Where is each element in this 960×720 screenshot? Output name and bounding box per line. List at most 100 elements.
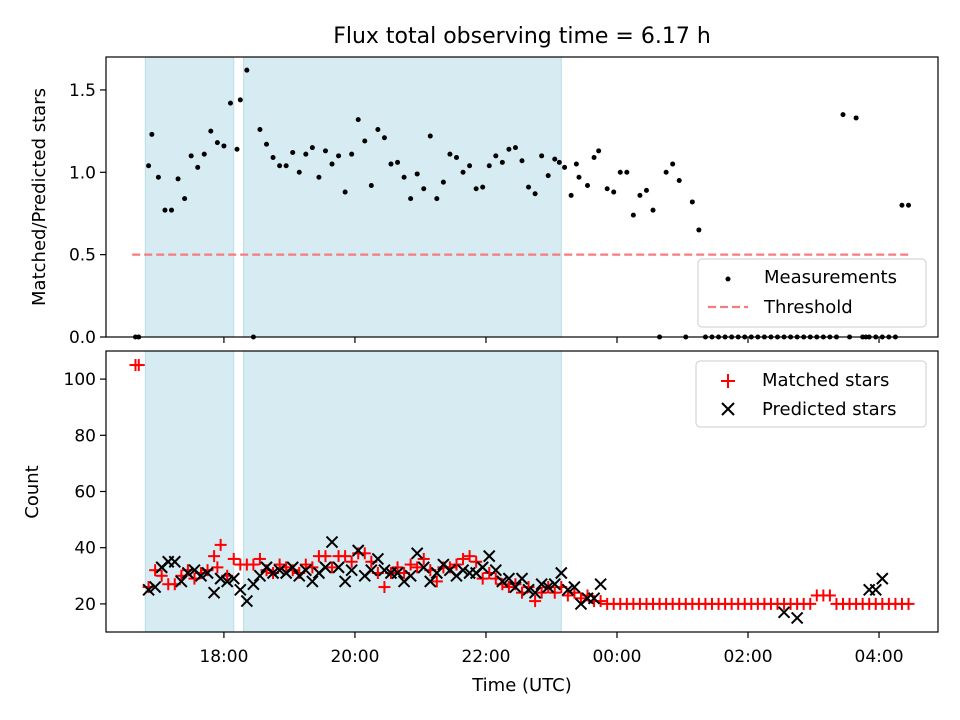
predicted-star-point: [548, 578, 561, 591]
predicted-star-point: [345, 563, 358, 577]
measurement-point: [188, 153, 194, 159]
y-tick-label: 40: [74, 539, 96, 559]
measurement-point: [342, 189, 348, 195]
bottom-panel-y-ticks: 20 40 60 80 100: [64, 370, 106, 615]
measurement-point: [556, 159, 562, 165]
predicted-star-point: [175, 575, 188, 588]
bottom-legend: Matched stars Predicted stars: [695, 360, 927, 428]
predicted-star-point: [286, 561, 299, 574]
measurement-point: [486, 163, 492, 169]
measurement-point: [303, 151, 309, 157]
measurement-point: [591, 154, 597, 160]
matched-star-point: [208, 550, 221, 563]
measurement-point: [568, 192, 574, 198]
measurement-point: [447, 151, 453, 157]
predicted-star-point: [410, 547, 424, 560]
predicted-star-point: [561, 583, 575, 597]
predicted-star-point: [247, 578, 260, 591]
top-panel-ratio: 0.0 0.5 1.0 1.5 Matched/Predicted stars Mea…: [29, 56, 939, 348]
measurement-point: [362, 138, 368, 144]
y-tick-label: 1.0: [69, 163, 96, 183]
matched-star-point: [463, 550, 476, 563]
predicted-star-point: [319, 561, 332, 574]
x-tick-label: 22:00: [461, 647, 510, 667]
predicted-star-point: [528, 586, 542, 599]
measurement-point: [408, 196, 414, 202]
measurement-point: [460, 169, 466, 175]
bottom-legend-box: [695, 360, 927, 428]
predicted-star-point: [371, 552, 385, 566]
measurement-point: [473, 186, 479, 192]
predicted-star-point: [273, 563, 286, 577]
y-tick-label: 60: [74, 483, 96, 503]
predicted-star-point: [417, 561, 430, 574]
matched-star-point: [339, 550, 352, 563]
measurement-point: [499, 159, 505, 165]
matched-star-point: [529, 595, 542, 608]
matched-star-point: [299, 558, 312, 571]
measurement-point: [146, 163, 152, 169]
matched-star-point: [273, 558, 286, 571]
predicted-star-point: [587, 592, 601, 605]
matched-star-point: [548, 586, 561, 599]
measurement-point: [611, 189, 617, 195]
x-tick-label: 20:00: [330, 647, 379, 667]
predicted-star-point: [207, 586, 221, 599]
predicted-star-point: [299, 563, 313, 577]
measurement-point: [264, 141, 270, 147]
measurement-point: [689, 199, 695, 205]
measurement-point: [162, 207, 168, 213]
measurement-point: [617, 169, 623, 175]
top-panel-y-ticks: 0.0 0.5 1.0 1.5: [69, 81, 106, 348]
predicted-star-point: [541, 580, 555, 594]
shaded-span: [144, 56, 235, 338]
predicted-star-point: [476, 561, 489, 574]
predicted-star-point: [594, 578, 607, 591]
measurement-point: [519, 158, 525, 164]
measurement-point: [290, 150, 296, 156]
matched-star-point: [345, 555, 358, 568]
measurement-point: [545, 173, 551, 179]
matched-star-point: [391, 561, 404, 574]
measurement-point: [329, 161, 335, 167]
legend-matched-marker: [721, 374, 735, 388]
matched-star-point: [535, 586, 548, 599]
predicted-star-point: [456, 563, 470, 577]
measurement-point: [493, 153, 499, 159]
measurement-point: [257, 126, 263, 132]
measurement-point: [906, 202, 912, 208]
measurement-point: [227, 100, 233, 106]
measurement-point: [414, 171, 420, 177]
predicted-star-point: [227, 572, 240, 585]
predicted-star-point: [496, 575, 509, 588]
predicted-star-point: [430, 566, 444, 580]
matched-star-point: [457, 552, 470, 565]
predicted-star-point: [148, 580, 162, 594]
predicted-star-point: [378, 563, 391, 577]
matched-star-point: [404, 558, 417, 571]
matched-star-point: [804, 597, 817, 610]
legend-predicted-marker: [721, 402, 735, 416]
measurement-point: [573, 161, 579, 167]
matched-star-point: [450, 558, 463, 571]
predicted-star-point: [404, 569, 417, 583]
measurement-point: [388, 161, 394, 167]
measurement-point: [309, 145, 315, 151]
predicted-star-point: [214, 572, 227, 585]
predicted-star-point: [220, 575, 234, 588]
measurement-point: [585, 182, 591, 188]
measurement-point: [270, 154, 276, 160]
matched-star-point: [417, 552, 430, 565]
measurement-point: [467, 163, 473, 169]
measurement-point: [316, 174, 322, 180]
predicted-star-point: [201, 566, 214, 580]
matched-star-point: [378, 581, 391, 594]
measurement-point: [480, 184, 486, 190]
top-panel-shaded-spans: [144, 56, 562, 338]
top-legend: Measurements Threshold: [697, 258, 927, 328]
predicted-star-point: [515, 572, 529, 585]
measurement-point: [532, 191, 538, 197]
measurement-point: [562, 164, 568, 170]
measurement-point: [175, 176, 181, 182]
